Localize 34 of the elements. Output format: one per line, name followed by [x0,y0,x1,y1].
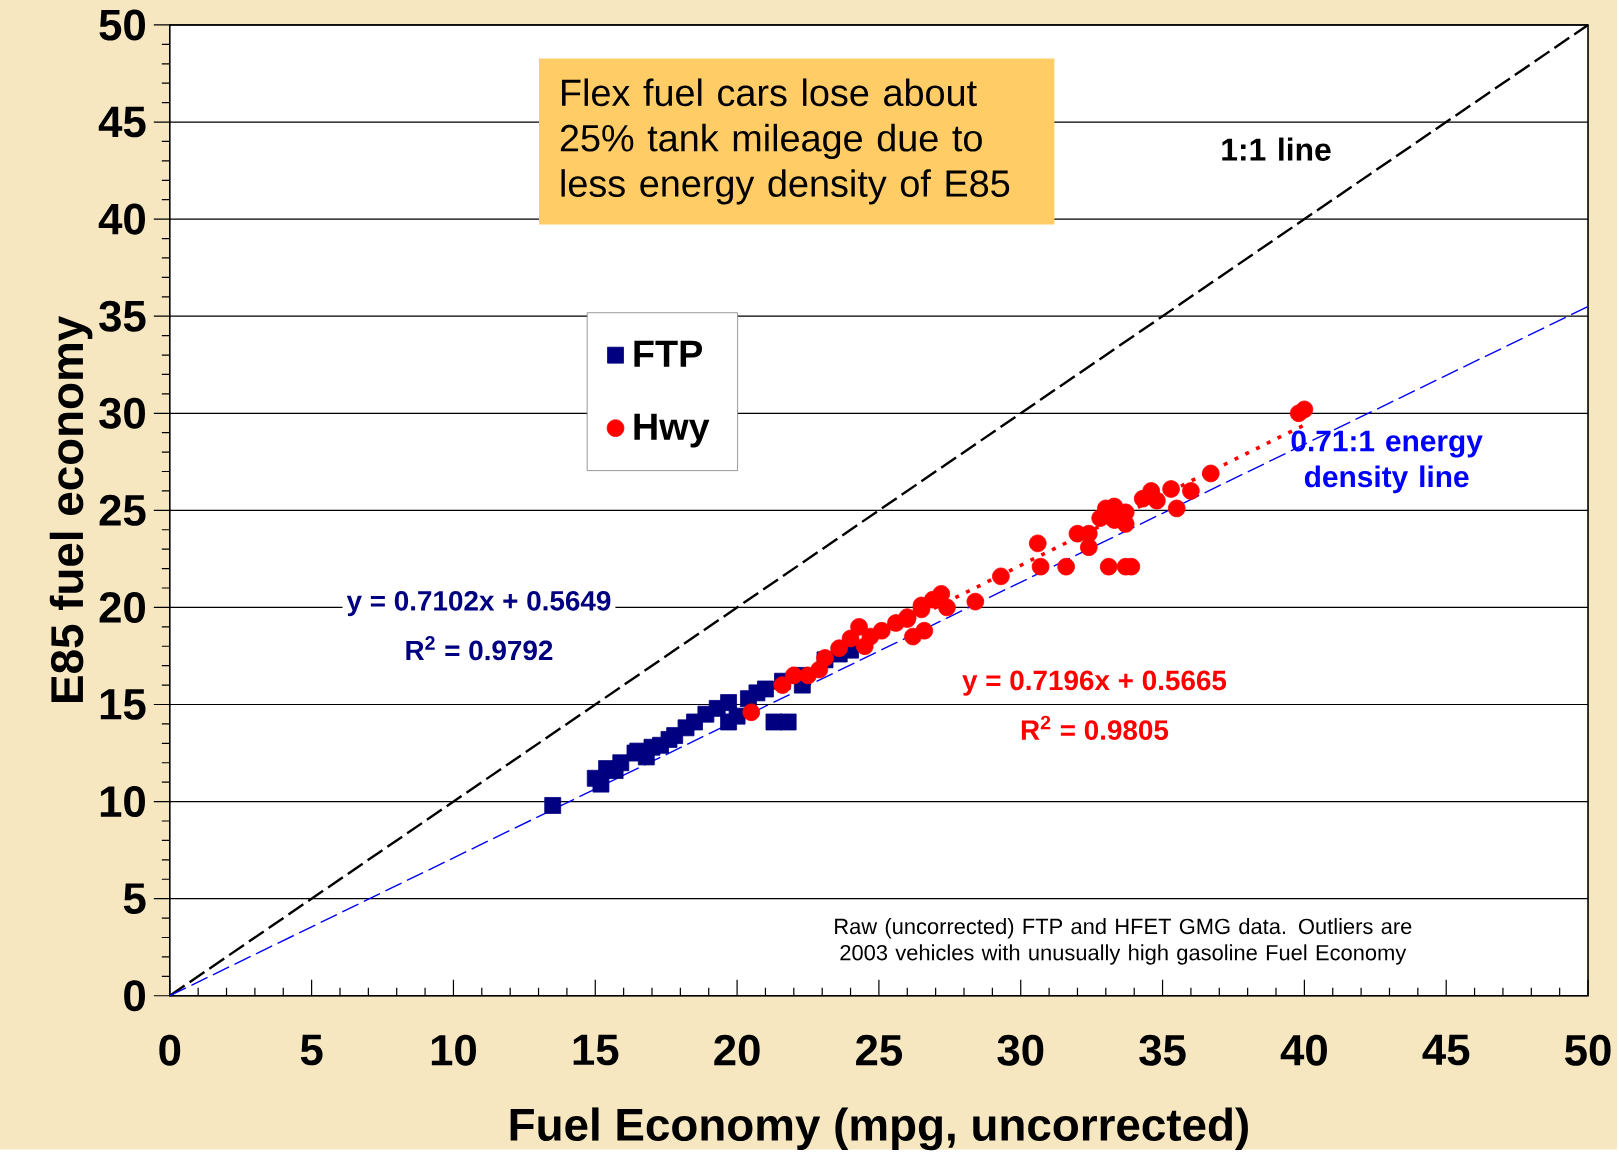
series-label: 1:1 line [1222,137,1331,161]
x-tick-label: 40 [1280,1034,1327,1066]
x-tick-label: 20 [714,1034,760,1066]
x-tick-label: 35 [1139,1034,1186,1066]
y-tick-label: 35 [99,300,146,332]
x-tick-label: 0 [159,1034,181,1066]
x-tick-label: 5 [300,1034,323,1066]
annotation: Raw (uncorrected) FTP and HFET GMG data. Outliers are 2003 vehicles with unusually high gasoline Fuel Economy [835,918,1412,965]
annotation: R$^{2}$ = 0.9792 [406,636,553,661]
x-tick-label: 50 [1565,1034,1611,1066]
annotation: Flex fuel cars lose about 25% tank mileage due to less energy density of E85 [560,78,1010,205]
y-tick-label: 45 [98,106,146,138]
y-axis-title: E85 fuel economy [49,316,93,702]
y-tick-label: 50 [99,9,145,41]
y-tick-label: 15 [100,689,146,720]
x-tick-label: 25 [856,1034,903,1066]
series-label: 0.71:1 energy density line [1291,430,1483,494]
x-tick-label: 10 [431,1034,476,1066]
legend-label: FTP [634,340,703,367]
y-tick-label: 30 [99,397,145,429]
annotation: y = 0.7102x + 0.5649 [346,590,611,617]
x-tick-label: 30 [997,1034,1044,1066]
x-axis-title: Fuel Economy (mpg, uncorrected) [510,1107,1248,1151]
legend-label: Hwy [634,413,710,448]
x-tick-label: 45 [1422,1034,1470,1066]
y-tick-label: 40 [98,203,145,235]
y-tick-label: 0 [124,980,145,1012]
annotation: y = 0.7196x + 0.5665 [962,670,1227,696]
y-tick-label: 5 [123,883,146,914]
y-tick-label: 10 [100,786,145,818]
y-tick-label: 25 [99,494,146,526]
x-tick-label: 15 [573,1034,619,1066]
annotation: R$^{2}$ = 0.9805 [1021,715,1169,740]
y-tick-label: 20 [99,591,145,623]
